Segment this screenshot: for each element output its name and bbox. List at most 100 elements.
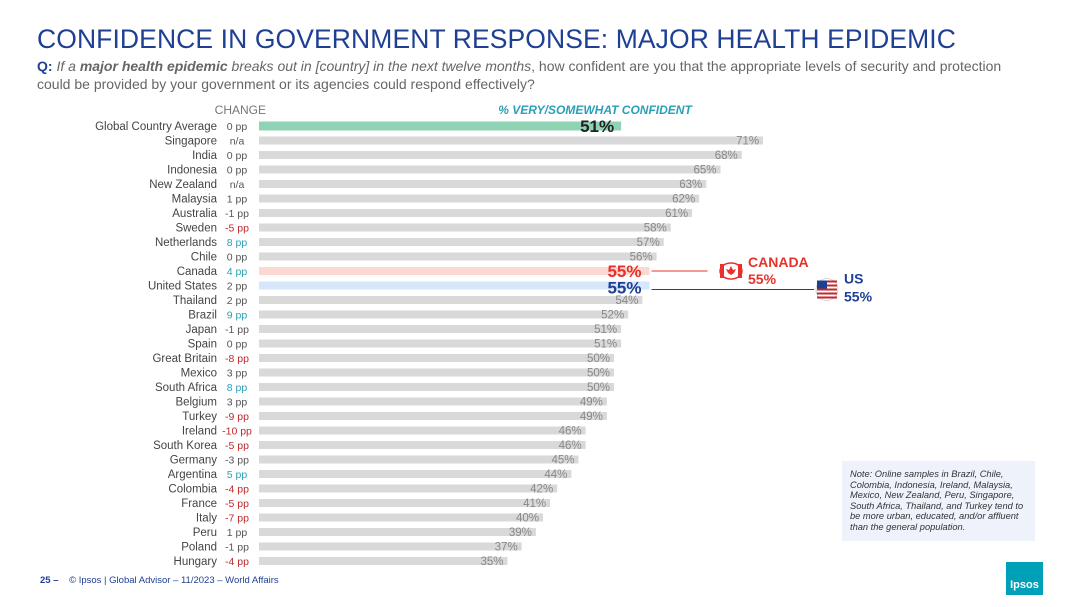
change-value: 0 pp bbox=[227, 165, 248, 177]
row-label: Hungary bbox=[174, 556, 218, 568]
canada-flag-band-left bbox=[720, 264, 724, 278]
question-part1: If a bbox=[56, 58, 76, 74]
bar bbox=[259, 281, 650, 290]
change-value: 8 pp bbox=[227, 382, 248, 394]
us-flag-stripe bbox=[817, 292, 837, 295]
change-value: -4 pp bbox=[225, 556, 249, 568]
change-value: -3 pp bbox=[225, 455, 249, 467]
data-label: 50% bbox=[587, 368, 610, 380]
row-label: Thailand bbox=[173, 295, 217, 307]
canada-callout-value: 55% bbox=[748, 271, 777, 287]
row-label: South Korea bbox=[153, 440, 218, 452]
data-label: 55% bbox=[607, 262, 641, 281]
bar bbox=[259, 528, 536, 536]
change-value: 2 pp bbox=[227, 295, 248, 307]
data-label: 37% bbox=[495, 542, 518, 554]
data-label: 39% bbox=[509, 527, 532, 539]
bar bbox=[259, 499, 551, 507]
row-label: United States bbox=[148, 281, 217, 293]
bar bbox=[259, 441, 586, 449]
bar bbox=[259, 194, 700, 203]
change-value: -10 pp bbox=[222, 426, 252, 438]
data-label: 63% bbox=[679, 179, 702, 191]
row-label: India bbox=[192, 150, 218, 162]
change-value: -5 pp bbox=[225, 223, 249, 235]
row-label: Netherlands bbox=[155, 237, 217, 249]
footer-text: © Ipsos | Global Advisor – 11/2023 – Wor… bbox=[69, 575, 279, 586]
canada-flag-band-right bbox=[738, 264, 742, 278]
change-value: -5 pp bbox=[225, 498, 249, 510]
bar bbox=[259, 267, 650, 275]
chart-title: % VERY/SOMEWHAT CONFIDENT bbox=[498, 103, 693, 117]
data-label: 46% bbox=[559, 426, 582, 438]
bar bbox=[259, 165, 721, 174]
data-label: 57% bbox=[637, 237, 660, 249]
bar bbox=[259, 339, 622, 348]
change-value: -1 pp bbox=[225, 324, 249, 336]
data-label: 49% bbox=[580, 411, 603, 423]
row-label: South Africa bbox=[155, 382, 218, 394]
data-label: 50% bbox=[587, 353, 610, 365]
question-bold: major health epidemic bbox=[79, 58, 228, 74]
change-value: 4 pp bbox=[227, 266, 248, 278]
row-label: Poland bbox=[181, 542, 217, 554]
change-header: CHANGE bbox=[215, 103, 266, 117]
data-label: 54% bbox=[615, 295, 638, 307]
change-value: -1 pp bbox=[225, 542, 249, 554]
change-value: 0 pp bbox=[227, 252, 248, 264]
data-label: 51% bbox=[594, 339, 617, 351]
maple-leaf-icon bbox=[726, 266, 736, 275]
change-value: n/a bbox=[230, 136, 245, 148]
bar bbox=[259, 470, 572, 478]
bar bbox=[259, 484, 558, 493]
bar bbox=[259, 354, 614, 362]
change-value: 1 pp bbox=[227, 527, 248, 539]
change-value: 9 pp bbox=[227, 310, 248, 322]
bar bbox=[259, 209, 693, 217]
change-value: -4 pp bbox=[225, 484, 249, 496]
ipsos-logo: Ipsos bbox=[1006, 562, 1043, 595]
row-label: Argentina bbox=[168, 469, 218, 481]
change-value: 5 pp bbox=[227, 469, 248, 481]
bar bbox=[259, 238, 664, 246]
bar bbox=[259, 325, 622, 333]
row-label: Peru bbox=[193, 527, 217, 539]
change-value: 8 pp bbox=[227, 237, 248, 249]
page-title: CONFIDENCE IN GOVERNMENT RESPONSE: MAJOR… bbox=[37, 24, 956, 54]
row-label: Japan bbox=[186, 324, 217, 336]
change-value: 2 pp bbox=[227, 281, 248, 293]
change-value: -8 pp bbox=[225, 353, 249, 365]
row-label: Spain bbox=[188, 339, 217, 351]
row-label: Turkey bbox=[182, 411, 217, 423]
question-part2: breaks out in [country] in the next twel… bbox=[231, 58, 532, 74]
row-label: Brazil bbox=[188, 310, 217, 322]
us-callout-value: 55% bbox=[844, 289, 873, 305]
data-label: 58% bbox=[644, 223, 667, 235]
bar bbox=[259, 557, 508, 565]
row-label: Australia bbox=[172, 208, 217, 220]
data-label: 61% bbox=[665, 208, 688, 220]
bar bbox=[259, 426, 586, 435]
row-label: Sweden bbox=[175, 223, 217, 235]
canada-callout-label: CANADA bbox=[748, 254, 809, 270]
change-value: 0 pp bbox=[227, 121, 248, 133]
row-label: Belgium bbox=[175, 397, 217, 409]
page-number: 25 – bbox=[40, 575, 59, 586]
question-part3: , how confident are you that the appropr… bbox=[37, 58, 1002, 92]
row-label: Malaysia bbox=[172, 194, 218, 206]
row-label: Italy bbox=[196, 513, 217, 525]
row-label: Singapore bbox=[165, 136, 217, 148]
footer: 25 – © Ipsos | Global Advisor – 11/2023 … bbox=[40, 575, 279, 586]
data-label: 56% bbox=[630, 252, 653, 264]
data-label: 46% bbox=[559, 440, 582, 452]
change-value: -7 pp bbox=[225, 513, 249, 525]
data-label: 71% bbox=[736, 136, 759, 148]
row-label: Colombia bbox=[168, 484, 217, 496]
change-value: 3 pp bbox=[227, 368, 248, 380]
row-label: Indonesia bbox=[167, 165, 217, 177]
bar bbox=[259, 296, 643, 304]
data-label: 49% bbox=[580, 397, 603, 409]
row-label: New Zealand bbox=[149, 179, 217, 191]
change-value: n/a bbox=[230, 179, 245, 191]
